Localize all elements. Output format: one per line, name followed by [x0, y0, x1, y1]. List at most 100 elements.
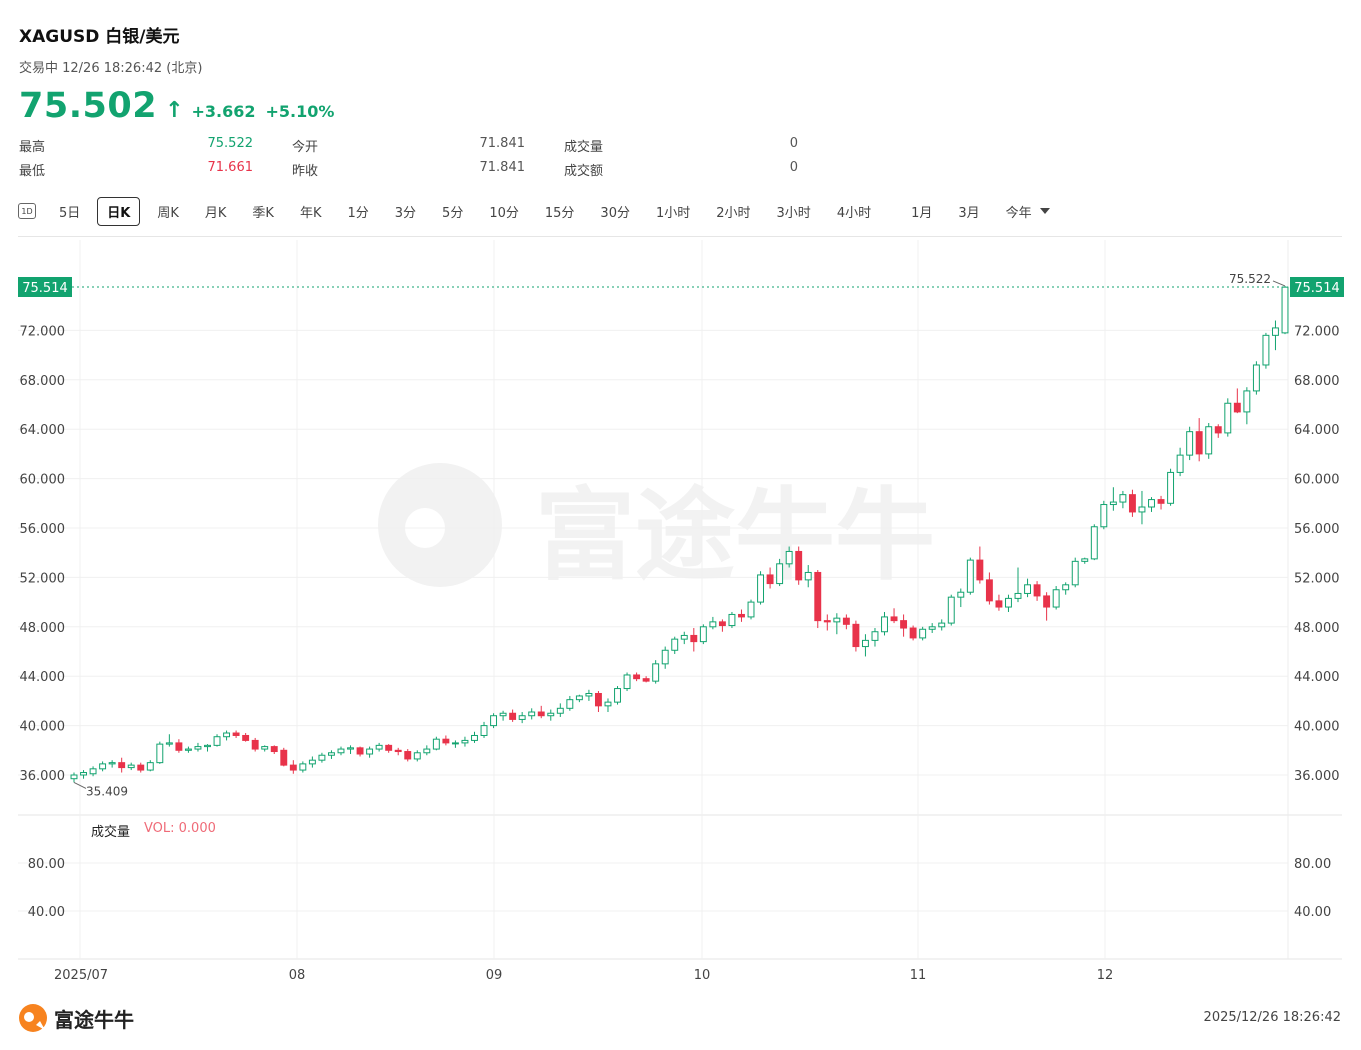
candle-body — [328, 752, 335, 756]
timeframe-10[interactable]: 15分 — [544, 205, 575, 221]
timeframe-15[interactable]: 4小时 — [836, 205, 872, 221]
min-label: 35.409 — [86, 784, 128, 798]
toolbar-divider — [18, 236, 1342, 237]
y-tick-label-left: 52.000 — [20, 571, 66, 586]
candle-body — [652, 663, 660, 682]
timeframe-17[interactable]: 3月 — [958, 205, 980, 221]
current-price: 75.502 — [19, 86, 158, 126]
brand-logo: 富途牛牛 — [18, 1003, 134, 1033]
y-tick-label-left: 48.000 — [20, 621, 66, 636]
candle-body — [709, 621, 717, 628]
candle-body — [919, 628, 927, 639]
timeframe-3[interactable]: 月K — [204, 205, 227, 221]
timeframe-list: 5日 日K 周K 月K 季K 年K 1分 3分 5分 10分 15分 30分 1小时 2小时 3小时 4小时 1… — [50, 196, 997, 226]
chevron-down-icon — [1039, 208, 1050, 214]
candle-body — [451, 742, 459, 745]
timeframe-6[interactable]: 1分 — [347, 205, 369, 221]
candle-body — [1176, 454, 1184, 473]
candle-body — [833, 617, 841, 623]
volume-label: 成交量 — [564, 140, 604, 155]
timeframe-13[interactable]: 2小时 — [716, 205, 751, 221]
max-label: 75.522 — [1229, 272, 1271, 286]
volume-panel-title: 成交量 — [91, 825, 131, 840]
timeframe-11[interactable]: 30分 — [600, 205, 630, 221]
candle-body — [766, 574, 774, 585]
candle-body — [1024, 584, 1031, 594]
timeframe-4[interactable]: 季K — [252, 205, 274, 221]
chart-type-icon[interactable]: 1D — [18, 203, 36, 219]
x-tick-label: 11 — [910, 968, 927, 983]
candle-body — [99, 763, 107, 770]
candle-body — [804, 571, 812, 581]
arrow-up-icon: ↑ — [165, 98, 184, 123]
candle-body — [175, 742, 183, 751]
candle-body — [242, 734, 250, 741]
candle-body — [1186, 431, 1194, 456]
candle-body — [518, 715, 526, 720]
volume-value: 0 — [789, 136, 798, 151]
candle-body — [413, 752, 421, 760]
candle-body — [823, 620, 831, 623]
candle-body — [442, 738, 450, 744]
timeframe-9[interactable]: 10分 — [489, 205, 519, 221]
footer-timestamp: 2025/12/26 18:26:42 — [1203, 1010, 1341, 1025]
y-tick-label-left: 44.000 — [20, 670, 66, 685]
candle-body — [280, 749, 288, 766]
y-tick-label-left: 72.000 — [20, 324, 66, 339]
candle-body — [861, 639, 869, 648]
candle-body — [985, 579, 993, 602]
candle-body — [842, 617, 850, 625]
timeframe-5[interactable]: 年K — [299, 205, 322, 221]
timeframe-7[interactable]: 3分 — [394, 205, 417, 221]
candle-body — [137, 764, 145, 771]
timeframe-14[interactable]: 3小时 — [776, 205, 811, 221]
price-change: +3.662 — [191, 102, 256, 121]
candle-body — [232, 732, 240, 736]
vol-tick-left: 80.00 — [28, 857, 65, 872]
timeframe-16[interactable]: 1月 — [911, 205, 933, 221]
candle-body — [909, 627, 917, 639]
y-tick-label-left: 40.000 — [20, 720, 66, 735]
candle-body — [881, 616, 888, 633]
candle-body — [165, 742, 173, 745]
candle-body — [728, 613, 736, 627]
candlestick-chart[interactable]: 富途牛牛 72.000 72.000 68.000 68.000 64.000 64.00… — [0, 0, 1361, 1000]
candle-body — [623, 674, 631, 690]
timeframe-2[interactable]: 周K — [157, 205, 179, 221]
candle-body — [184, 748, 192, 751]
y-tick-label-left: 36.000 — [20, 769, 66, 784]
candle-body — [251, 739, 259, 750]
candle-body — [604, 701, 612, 707]
price-tag-right — [1290, 277, 1344, 297]
candle-body — [299, 763, 307, 771]
min-pointer — [73, 781, 87, 789]
y-tick-label-right: 48.000 — [1294, 621, 1340, 636]
candle-body — [80, 772, 87, 776]
volume-panel-value: VOL: 0.000 — [144, 821, 216, 836]
candle-body — [776, 563, 784, 585]
year-range-dropdown[interactable]: 今年 — [997, 198, 1059, 225]
candle-body — [1005, 597, 1012, 608]
x-tick-label: 12 — [1097, 968, 1114, 983]
candle-body — [1100, 504, 1108, 528]
candle-body — [1243, 390, 1251, 413]
candle-body — [785, 550, 793, 565]
candle-body — [1062, 584, 1070, 591]
candle-body — [547, 712, 555, 717]
candle-body — [356, 747, 364, 755]
timeframe-8[interactable]: 5分 — [442, 205, 464, 221]
timeframe-1[interactable]: 日K — [97, 196, 141, 226]
open-value: 71.841 — [479, 136, 526, 151]
candle-body — [385, 744, 393, 751]
price-tag-left-text: 75.514 — [22, 281, 68, 296]
candle-body — [699, 626, 707, 643]
price-tag-left — [18, 277, 72, 297]
y-tick-label-right: 64.000 — [1294, 423, 1340, 438]
candle-body — [890, 616, 898, 622]
amount-label: 成交额 — [564, 164, 604, 179]
prev-close-label: 昨收 — [292, 164, 319, 179]
timeframe-0[interactable]: 5日 — [59, 205, 81, 221]
candle-body — [289, 764, 297, 771]
candle-body — [900, 620, 908, 629]
timeframe-12[interactable]: 1小时 — [655, 205, 691, 221]
